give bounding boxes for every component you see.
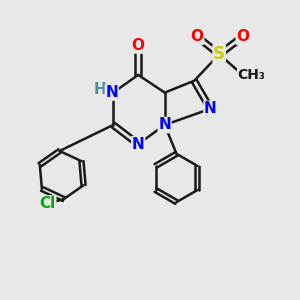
Text: N: N — [158, 118, 171, 133]
Text: N: N — [105, 85, 118, 100]
Text: CH₃: CH₃ — [238, 68, 266, 82]
Text: H: H — [94, 82, 106, 97]
Text: N: N — [204, 101, 217, 116]
Text: O: O — [132, 38, 145, 53]
Text: Cl: Cl — [40, 196, 56, 211]
Text: N: N — [132, 136, 145, 152]
Text: O: O — [236, 29, 249, 44]
Text: S: S — [213, 45, 225, 63]
Text: O: O — [190, 29, 204, 44]
